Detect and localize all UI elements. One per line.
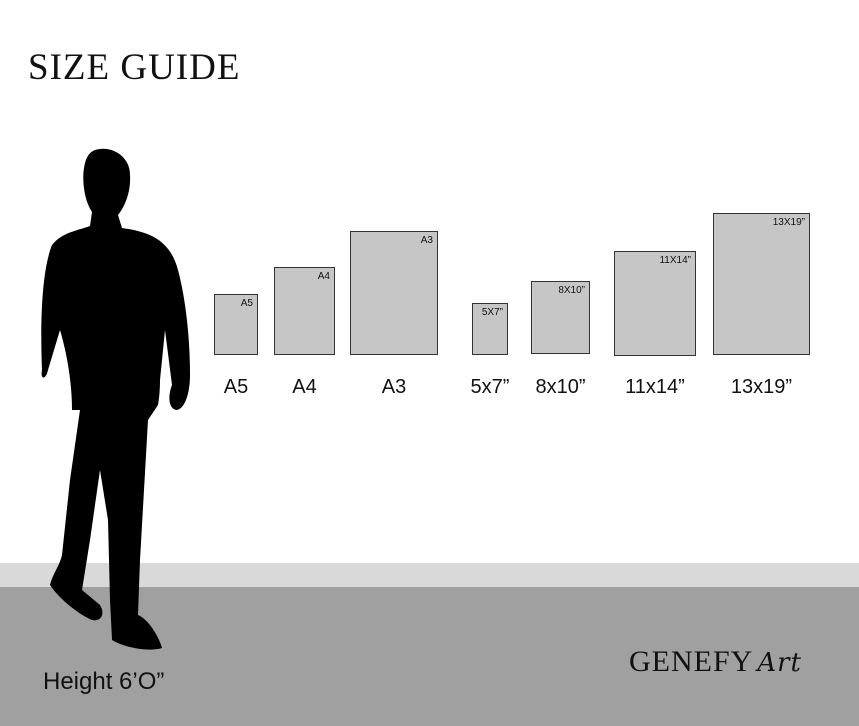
size-label: 11x14” xyxy=(625,376,685,398)
frame-tag: A5 xyxy=(240,298,253,309)
size-label: A4 xyxy=(292,376,317,398)
person-height-label: Height 6’O” xyxy=(43,668,165,695)
frame-tag: 8X10” xyxy=(558,285,585,296)
size-label: 5x7” xyxy=(470,376,510,398)
frame-tag: A3 xyxy=(420,235,433,246)
page-title: SIZE GUIDE xyxy=(28,47,241,88)
frame-8x10: 8X10” xyxy=(531,281,590,354)
brand-logo: GENEFY Art xyxy=(629,645,802,679)
size-label: A5 xyxy=(223,376,249,398)
frame-a3: A3 xyxy=(350,231,438,355)
frame-13x19: 13X19” xyxy=(713,213,810,355)
size-label: 13x19” xyxy=(730,376,793,398)
frame-a5: A5 xyxy=(214,294,258,355)
frame-a4: A4 xyxy=(274,267,335,355)
frame-tag: 5X7” xyxy=(481,307,503,318)
frame-tag: 13X19” xyxy=(772,217,805,228)
frame-5x7: 5X7” xyxy=(472,303,508,355)
frame-tag: A4 xyxy=(317,271,330,282)
floor xyxy=(0,587,859,726)
size-label: 8x10” xyxy=(535,376,586,398)
size-label: A3 xyxy=(381,376,407,398)
frame-11x14: 11X14” xyxy=(614,251,696,356)
brand-name: GENEFY xyxy=(629,645,754,678)
wall-base xyxy=(0,563,859,587)
frame-tag: 11X14” xyxy=(659,255,691,266)
brand-script: Art xyxy=(757,648,802,678)
